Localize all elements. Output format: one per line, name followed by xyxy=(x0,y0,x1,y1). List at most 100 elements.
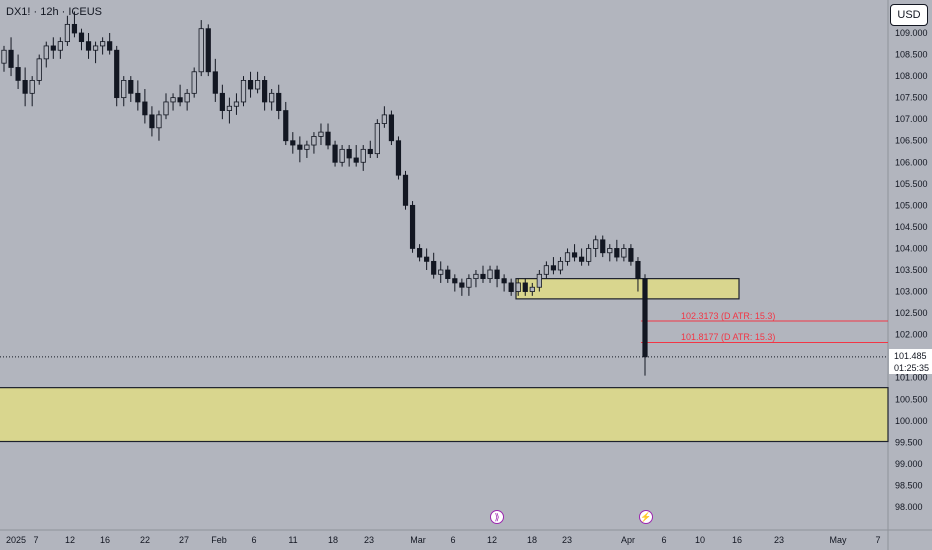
y-tick-label: 106.500 xyxy=(895,136,928,146)
candle-body xyxy=(135,92,141,103)
x-tick-label: 11 xyxy=(288,535,297,545)
candle-body xyxy=(557,260,564,271)
x-tick-label: 6 xyxy=(450,535,455,545)
x-tick-label: 18 xyxy=(328,535,338,545)
candle-body xyxy=(269,92,275,103)
candle-body xyxy=(170,97,176,103)
symbol-title[interactable]: DX1! · 12h · ICEUS xyxy=(6,6,102,18)
atr-label-upper: 102.3173 (D ATR: 15.3) xyxy=(681,311,776,321)
y-tick-label: 103.000 xyxy=(895,287,928,297)
candle-body xyxy=(318,131,324,137)
candle-body xyxy=(107,41,113,51)
x-tick-label: 23 xyxy=(562,535,572,545)
candle-body xyxy=(50,45,56,51)
candle-body xyxy=(353,157,359,163)
candle-body xyxy=(487,269,493,280)
candle-body xyxy=(642,278,648,358)
dividend-icon[interactable]: ⟫ xyxy=(490,510,504,524)
candle-body xyxy=(473,273,479,280)
x-tick-label: 6 xyxy=(251,535,256,545)
candle-body xyxy=(607,248,613,254)
candle-body xyxy=(381,114,387,124)
candle-body xyxy=(409,204,416,249)
candle-body xyxy=(57,41,63,51)
y-tick-label: 100.500 xyxy=(895,394,928,404)
candle-body xyxy=(311,136,317,146)
x-tick-label: Apr xyxy=(621,535,635,545)
candle-body xyxy=(304,144,310,150)
current-price-tag: 101.485 01:25:35 xyxy=(889,349,932,374)
candle-body xyxy=(424,256,430,262)
y-tick-label: 100.000 xyxy=(895,416,928,426)
candle-body xyxy=(177,97,183,103)
atr-label-lower: 101.8177 (D ATR: 15.3) xyxy=(681,332,776,342)
candle-body xyxy=(114,49,120,99)
candle-body xyxy=(402,174,409,206)
candle-body xyxy=(501,278,507,284)
candle-body xyxy=(22,80,28,94)
candle-body xyxy=(226,105,233,111)
candle-body xyxy=(593,239,599,249)
candle-body xyxy=(128,80,134,94)
x-tick-label: 27 xyxy=(179,535,189,545)
candle-body xyxy=(346,148,352,159)
candle-body xyxy=(142,101,148,116)
candle-body xyxy=(247,80,254,90)
candle-body xyxy=(600,239,606,254)
current-price-value: 101.485 xyxy=(894,351,927,361)
x-tick-label: 18 xyxy=(527,535,537,545)
candle-body xyxy=(325,131,331,146)
candle-body xyxy=(212,71,218,94)
candle-body xyxy=(635,260,641,280)
x-tick-label: 12 xyxy=(487,535,497,545)
candle-body xyxy=(571,252,578,258)
candle-body xyxy=(156,114,162,129)
x-tick-label: 23 xyxy=(364,535,374,545)
candle-body xyxy=(360,148,366,163)
candle-body xyxy=(163,101,169,116)
x-tick-label: 6 xyxy=(661,535,666,545)
y-tick-label: 99.500 xyxy=(895,437,923,447)
y-tick-label: 107.000 xyxy=(895,114,928,124)
x-tick-label: 2025 xyxy=(6,535,26,545)
candle-body xyxy=(395,140,402,176)
candle-body xyxy=(290,140,296,146)
candle-body xyxy=(78,32,85,43)
x-tick-label: 22 xyxy=(140,535,150,545)
candle-body xyxy=(416,248,423,258)
candle-body xyxy=(621,248,627,258)
candle-body xyxy=(254,80,261,90)
candle-body xyxy=(15,67,21,81)
candle-body xyxy=(297,144,303,150)
candle-body xyxy=(480,273,486,280)
candle-body xyxy=(262,80,268,103)
candle-body xyxy=(515,282,521,292)
y-tick-label: 102.500 xyxy=(895,308,928,318)
x-tick-label: 23 xyxy=(774,535,784,545)
y-tick-label: 99.000 xyxy=(895,459,923,469)
candle-body xyxy=(466,278,472,288)
candle-body xyxy=(628,248,634,262)
candle-body xyxy=(29,80,35,94)
x-tick-label: Feb xyxy=(211,535,227,545)
x-tick-label: 12 xyxy=(65,535,75,545)
x-tick-label: 16 xyxy=(732,535,742,545)
y-tick-label: 104.000 xyxy=(895,243,928,253)
candle-body xyxy=(100,41,106,47)
candle-body xyxy=(586,248,592,262)
y-tick-label: 98.500 xyxy=(895,480,923,490)
candle-body xyxy=(191,71,197,94)
candle-body xyxy=(522,282,528,292)
candle-body xyxy=(283,110,289,142)
supply-demand-zone xyxy=(0,387,889,443)
candle-body xyxy=(536,273,542,288)
flash-icon[interactable]: ⚡ xyxy=(639,510,653,524)
candle-body xyxy=(431,260,437,275)
candle-body xyxy=(529,286,535,292)
candle-body xyxy=(240,80,247,103)
candle-body xyxy=(121,80,127,99)
currency-button[interactable]: USD xyxy=(890,4,928,26)
candle-body xyxy=(494,269,500,280)
candle-body xyxy=(219,92,225,111)
